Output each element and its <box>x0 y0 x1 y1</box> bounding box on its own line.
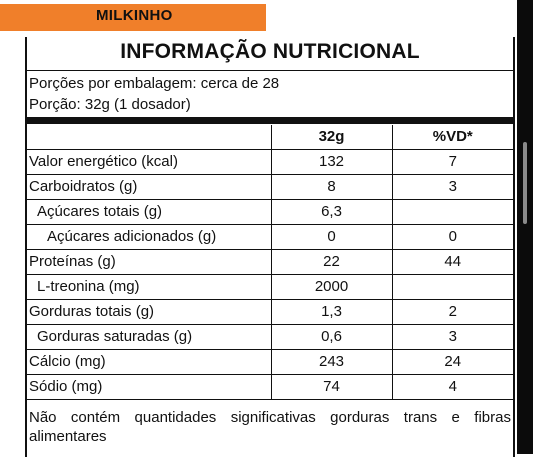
nutrient-dv: 24 <box>391 349 513 375</box>
table-row: Açúcares totais (g) 6,3 <box>27 199 513 225</box>
header-amount: 32g <box>270 125 392 150</box>
nutrient-amount: 0,6 <box>270 324 392 350</box>
title-divider <box>27 70 513 71</box>
nutrient-amount: 22 <box>270 249 392 275</box>
nutrient-amount: 74 <box>270 374 392 400</box>
nutrient-amount: 8 <box>270 174 392 200</box>
nutrient-amount: 0 <box>270 224 392 250</box>
header-label <box>27 125 271 150</box>
brand-tag-label: MILKINHO <box>96 7 173 24</box>
nutrient-label: Gorduras totais (g) <box>27 299 271 325</box>
nutrient-label: Gorduras saturadas (g) <box>27 324 271 350</box>
table-row: Cálcio (mg) 243 24 <box>27 349 513 375</box>
nutrient-dv: 2 <box>391 299 513 325</box>
nutrition-facts-panel: INFORMAÇÃO NUTRICIONAL Porções por embal… <box>25 37 515 457</box>
table-row: Sódio (mg) 74 4 <box>27 374 513 400</box>
table-row: Valor energético (kcal) 132 7 <box>27 149 513 175</box>
brand-tag: MILKINHO <box>0 4 266 31</box>
servings-per-package: Porções por embalagem: cerca de 28 <box>29 75 280 92</box>
table-row: L-treonina (mg) 2000 <box>27 274 513 300</box>
nutrient-amount: 6,3 <box>270 199 392 225</box>
nutrient-label: Carboidratos (g) <box>27 174 271 200</box>
nutrient-label: Cálcio (mg) <box>27 349 271 375</box>
nutrient-dv: 3 <box>391 324 513 350</box>
nutrient-label: L-treonina (mg) <box>27 274 271 300</box>
header-dv: %VD* <box>391 125 513 150</box>
nutrient-amount: 132 <box>270 149 392 175</box>
table-header-row: 32g %VD* <box>27 125 513 150</box>
nutrient-dv: 0 <box>391 224 513 250</box>
nutrient-dv <box>391 199 513 225</box>
nutrient-label: Açúcares adicionados (g) <box>27 224 271 250</box>
nutrient-dv: 3 <box>391 174 513 200</box>
nutrient-amount: 1,3 <box>270 299 392 325</box>
table-row: Carboidratos (g) 8 3 <box>27 174 513 200</box>
nutrient-label: Proteínas (g) <box>27 249 271 275</box>
nutrient-dv: 4 <box>391 374 513 400</box>
nutrient-dv <box>391 274 513 300</box>
serving-size: Porção: 32g (1 dosador) <box>29 96 191 113</box>
table-row: Gorduras totais (g) 1,3 2 <box>27 299 513 325</box>
table-row: Açúcares adicionados (g) 0 0 <box>27 224 513 250</box>
scrollbar-thumb[interactable] <box>523 142 527 224</box>
nutrient-amount: 243 <box>270 349 392 375</box>
nutrient-label: Açúcares totais (g) <box>27 199 271 225</box>
footnote: Não contém quantidades significativas go… <box>29 409 511 445</box>
table-row: Gorduras saturadas (g) 0,6 3 <box>27 324 513 350</box>
nutrient-amount: 2000 <box>270 274 392 300</box>
nutrient-dv: 7 <box>391 149 513 175</box>
nutrient-label: Valor energético (kcal) <box>27 149 271 175</box>
scrollbar[interactable] <box>517 0 533 454</box>
nutrition-table: 32g %VD* Valor energético (kcal) 132 7 Carb… <box>27 125 513 400</box>
table-row: Proteínas (g) 22 44 <box>27 249 513 275</box>
nutrient-label: Sódio (mg) <box>27 374 271 400</box>
thick-divider <box>27 117 513 124</box>
panel-title: INFORMAÇÃO NUTRICIONAL <box>120 40 420 63</box>
nutrient-dv: 44 <box>391 249 513 275</box>
